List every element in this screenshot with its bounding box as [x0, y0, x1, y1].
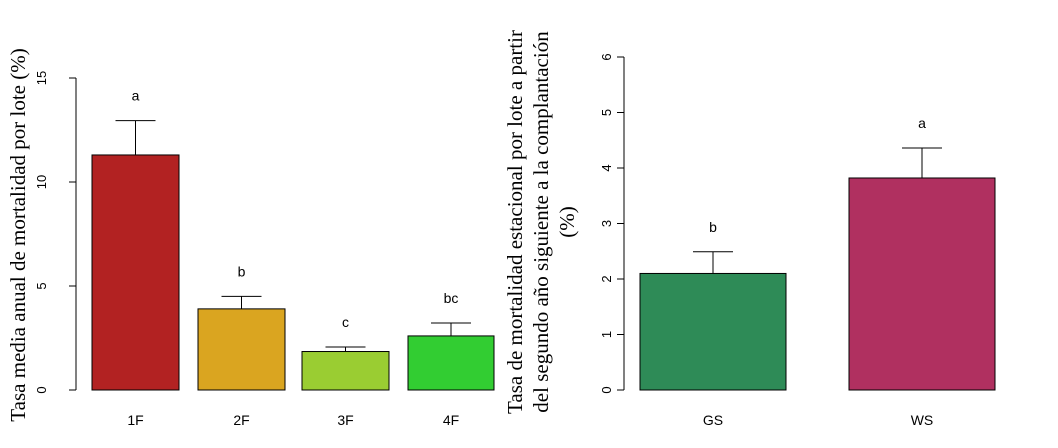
significance-letter: c [342, 314, 349, 330]
y-tick-label: 10 [34, 175, 49, 189]
right-panel: 0 1 2 3 4 5 6 b GS a WS Tasa de mortalidad estacion… [503, 30, 996, 428]
bar-1F [91, 154, 180, 391]
y-tick-label: 3 [599, 220, 614, 227]
x-tick-label: WS [911, 412, 934, 428]
left-panel: 0 5 10 15 a 1F b 2F c 3F bc 4F Tasa media anual de m… [6, 48, 495, 428]
y-axis-title: Tasa media anual de mortalidad por lote … [6, 48, 30, 421]
significance-letter: b [238, 263, 246, 279]
y-axis-title-line: del segundo año siguiente a la complanta… [529, 31, 553, 413]
bar-GS [639, 272, 787, 391]
y-tick-label: 1 [599, 331, 614, 338]
significance-letter: bc [444, 290, 459, 306]
x-tick-label: 1F [127, 412, 143, 428]
significance-letter: b [709, 219, 717, 235]
significance-letter: a [132, 88, 140, 104]
y-tick-label: 15 [34, 71, 49, 85]
y-axis-title-line: Tasa de mortalidad estacional por lote a… [503, 30, 527, 414]
y-tick-label: 0 [599, 386, 614, 393]
bar-2F [197, 308, 286, 391]
y-axis-title-line: (%) [555, 206, 579, 237]
x-tick-label: 4F [443, 412, 459, 428]
y-tick-label: 4 [599, 164, 614, 171]
y-tick-label: 5 [34, 282, 49, 289]
y-tick-label: 6 [599, 53, 614, 60]
x-tick-label: 3F [337, 412, 353, 428]
bar-WS [848, 177, 996, 391]
y-tick-label: 2 [599, 275, 614, 282]
bar-3F [301, 351, 390, 391]
y-tick-label: 0 [34, 386, 49, 393]
x-tick-label: 2F [233, 412, 249, 428]
x-tick-label: GS [703, 412, 723, 428]
bar-4F [407, 335, 495, 391]
y-tick-label: 5 [599, 109, 614, 116]
significance-letter: a [918, 115, 926, 131]
